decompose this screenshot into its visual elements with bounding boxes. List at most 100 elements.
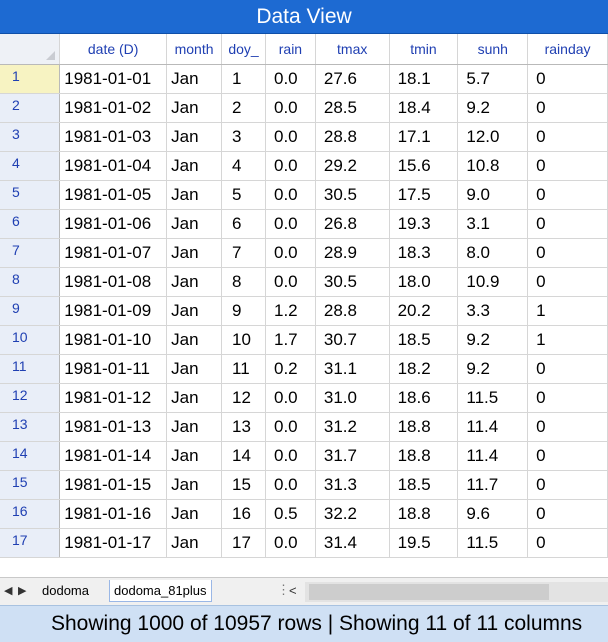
cell-rainday[interactable]: 0: [527, 383, 608, 413]
cell-sunh[interactable]: 11.4: [457, 412, 529, 442]
cell-rainday[interactable]: 0: [527, 209, 608, 239]
cell-tmin[interactable]: 20.2: [389, 296, 459, 326]
cell-tmax[interactable]: 31.3: [315, 470, 390, 500]
cell-tmax[interactable]: 28.9: [315, 238, 390, 268]
table-row[interactable]: 15 1981-01-15 Jan 15 0.0 31.3 18.5 11.7 0: [0, 470, 608, 500]
cell-sunh[interactable]: 9.2: [457, 93, 529, 123]
cell-doy[interactable]: 10: [221, 325, 266, 355]
cell-rain[interactable]: 0.5: [265, 499, 316, 529]
cell-tmin[interactable]: 18.8: [389, 499, 459, 529]
cell-sunh[interactable]: 5.7: [457, 64, 529, 94]
row-number[interactable]: 4: [0, 151, 61, 181]
column-header-date[interactable]: date (D): [59, 34, 168, 65]
horizontal-scrollbar[interactable]: [305, 582, 608, 602]
table-row[interactable]: 8 1981-01-08 Jan 8 0.0 30.5 18.0 10.9 0: [0, 267, 608, 297]
cell-rain[interactable]: 0.0: [265, 180, 316, 210]
select-all-corner[interactable]: [0, 34, 61, 65]
cell-rainday[interactable]: 0: [527, 528, 608, 558]
table-row[interactable]: 10 1981-01-10 Jan 10 1.7 30.7 18.5 9.2 1: [0, 325, 608, 355]
cell-month[interactable]: Jan: [166, 354, 223, 384]
sheet-tab-dodoma-81plus[interactable]: dodoma_81plus: [109, 580, 212, 602]
cell-doy[interactable]: 17: [221, 528, 266, 558]
cell-rainday[interactable]: 0: [527, 151, 608, 181]
cell-month[interactable]: Jan: [166, 151, 223, 181]
cell-doy[interactable]: 6: [221, 209, 266, 239]
cell-doy[interactable]: 5: [221, 180, 266, 210]
cell-date[interactable]: 1981-01-01: [59, 64, 168, 94]
cell-date[interactable]: 1981-01-03: [59, 122, 168, 152]
cell-tmin[interactable]: 18.5: [389, 470, 459, 500]
cell-sunh[interactable]: 11.7: [457, 470, 529, 500]
cell-date[interactable]: 1981-01-07: [59, 238, 168, 268]
cell-doy[interactable]: 13: [221, 412, 266, 442]
row-number[interactable]: 14: [0, 441, 61, 471]
table-row[interactable]: 11 1981-01-11 Jan 11 0.2 31.1 18.2 9.2 0: [0, 354, 608, 384]
cell-month[interactable]: Jan: [166, 383, 223, 413]
cell-rain[interactable]: 0.0: [265, 151, 316, 181]
column-header-sunh[interactable]: sunh: [457, 34, 529, 65]
table-row[interactable]: 13 1981-01-13 Jan 13 0.0 31.2 18.8 11.4 0: [0, 412, 608, 442]
cell-rain[interactable]: 0.0: [265, 528, 316, 558]
cell-rain[interactable]: 0.0: [265, 64, 316, 94]
cell-sunh[interactable]: 10.8: [457, 151, 529, 181]
cell-rain[interactable]: 0.0: [265, 122, 316, 152]
table-row[interactable]: 17 1981-01-17 Jan 17 0.0 31.4 19.5 11.5 0: [0, 528, 608, 558]
cell-rainday[interactable]: 0: [527, 441, 608, 471]
cell-rain[interactable]: 0.0: [265, 383, 316, 413]
cell-month[interactable]: Jan: [166, 180, 223, 210]
cell-rainday[interactable]: 0: [527, 122, 608, 152]
cell-sunh[interactable]: 3.3: [457, 296, 529, 326]
tab-splitter-handle[interactable]: ⋮: [277, 582, 290, 597]
cell-sunh[interactable]: 11.5: [457, 383, 529, 413]
column-header-doy[interactable]: doy_: [221, 34, 266, 65]
cell-tmin[interactable]: 17.5: [389, 180, 459, 210]
row-number[interactable]: 5: [0, 180, 61, 210]
cell-doy[interactable]: 12: [221, 383, 266, 413]
cell-tmin[interactable]: 18.5: [389, 325, 459, 355]
cell-tmax[interactable]: 26.8: [315, 209, 390, 239]
row-number[interactable]: 11: [0, 354, 61, 384]
column-header-tmax[interactable]: tmax: [315, 34, 390, 65]
cell-date[interactable]: 1981-01-06: [59, 209, 168, 239]
cell-sunh[interactable]: 9.0: [457, 180, 529, 210]
cell-doy[interactable]: 7: [221, 238, 266, 268]
cell-tmin[interactable]: 18.4: [389, 93, 459, 123]
cell-date[interactable]: 1981-01-14: [59, 441, 168, 471]
cell-tmin[interactable]: 19.3: [389, 209, 459, 239]
cell-rain[interactable]: 1.7: [265, 325, 316, 355]
cell-tmax[interactable]: 29.2: [315, 151, 390, 181]
cell-sunh[interactable]: 3.1: [457, 209, 529, 239]
cell-date[interactable]: 1981-01-04: [59, 151, 168, 181]
cell-month[interactable]: Jan: [166, 267, 223, 297]
cell-doy[interactable]: 1: [221, 64, 266, 94]
cell-tmax[interactable]: 32.2: [315, 499, 390, 529]
cell-sunh[interactable]: 9.2: [457, 354, 529, 384]
cell-date[interactable]: 1981-01-02: [59, 93, 168, 123]
cell-rain[interactable]: 0.2: [265, 354, 316, 384]
cell-tmax[interactable]: 31.2: [315, 412, 390, 442]
cell-rainday[interactable]: 0: [527, 238, 608, 268]
cell-rainday[interactable]: 0: [527, 180, 608, 210]
cell-month[interactable]: Jan: [166, 93, 223, 123]
table-row[interactable]: 5 1981-01-05 Jan 5 0.0 30.5 17.5 9.0 0: [0, 180, 608, 210]
table-row[interactable]: 4 1981-01-04 Jan 4 0.0 29.2 15.6 10.8 0: [0, 151, 608, 181]
cell-month[interactable]: Jan: [166, 441, 223, 471]
scrollbar-thumb[interactable]: [309, 584, 549, 600]
cell-rainday[interactable]: 0: [527, 93, 608, 123]
cell-month[interactable]: Jan: [166, 499, 223, 529]
cell-month[interactable]: Jan: [166, 122, 223, 152]
next-sheet-icon[interactable]: ▶: [18, 585, 27, 597]
table-row[interactable]: 7 1981-01-07 Jan 7 0.0 28.9 18.3 8.0 0: [0, 238, 608, 268]
row-number[interactable]: 2: [0, 93, 61, 123]
cell-sunh[interactable]: 11.4: [457, 441, 529, 471]
cell-tmax[interactable]: 31.4: [315, 528, 390, 558]
cell-rain[interactable]: 1.2: [265, 296, 316, 326]
cell-tmax[interactable]: 28.8: [315, 122, 390, 152]
cell-rainday[interactable]: 1: [527, 325, 608, 355]
row-number[interactable]: 16: [0, 499, 61, 529]
table-row[interactable]: 1 1981-01-01 Jan 1 0.0 27.6 18.1 5.7 0: [0, 64, 608, 94]
cell-rainday[interactable]: 0: [527, 470, 608, 500]
cell-rain[interactable]: 0.0: [265, 238, 316, 268]
cell-tmin[interactable]: 18.8: [389, 412, 459, 442]
row-number[interactable]: 7: [0, 238, 61, 268]
